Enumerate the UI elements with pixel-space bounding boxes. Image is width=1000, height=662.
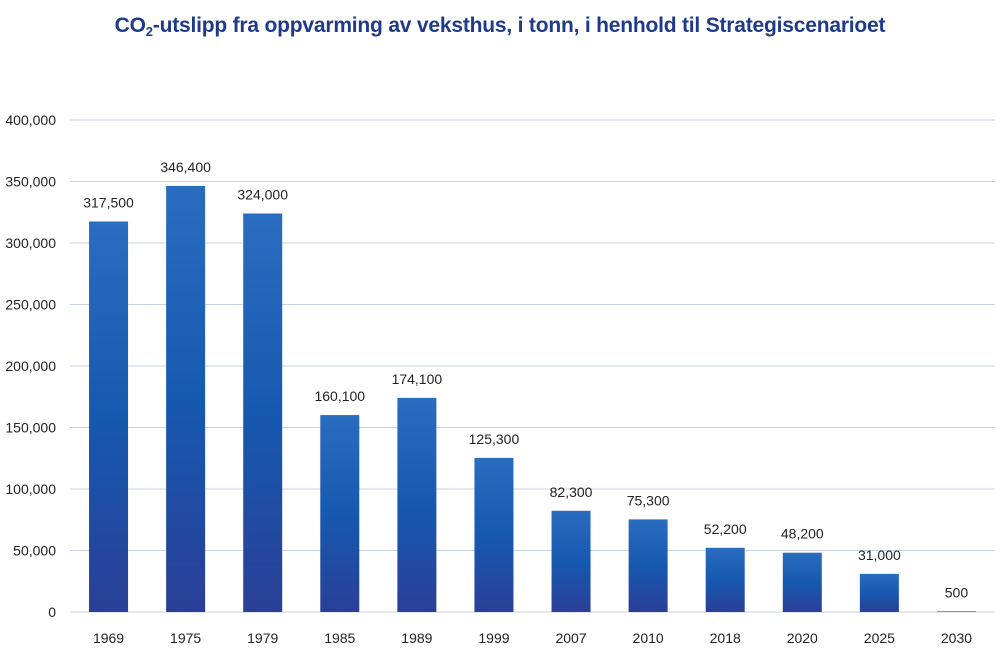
y-axis-tick-labels: 0 50,000 100,000 150,000 200,000 250,000 300,0… (5, 112, 56, 620)
data-label-1989: 174,100 (392, 371, 443, 387)
y-tick-label: 200,000 (5, 358, 56, 374)
x-tick-label-2018: 2018 (710, 630, 741, 646)
bar-2025 (859, 573, 899, 612)
data-label-2007: 82,300 (550, 484, 593, 500)
x-tick-label-1989: 1989 (401, 630, 432, 646)
data-labels: 317,500 346,400 324,000 160,100 174,100 125,3… (83, 159, 968, 600)
bar-1969 (89, 221, 129, 612)
data-label-2010: 75,300 (627, 492, 670, 508)
bar-1999 (474, 457, 514, 612)
x-tick-label-1975: 1975 (170, 630, 201, 646)
data-label-1979: 324,000 (237, 186, 288, 202)
bar-1985 (320, 415, 360, 612)
bar-1975 (166, 185, 206, 613)
data-label-2025: 31,000 (858, 547, 901, 563)
bar-2010 (628, 519, 668, 612)
chart-title-suffix: -utslipp fra oppvarming av veksthus, i t… (152, 14, 886, 37)
y-tick-label: 0 (48, 604, 56, 620)
chart-title-prefix: CO (114, 14, 146, 37)
x-tick-label-2007: 2007 (555, 630, 586, 646)
data-label-1999: 125,300 (469, 431, 520, 447)
bars (89, 185, 976, 613)
bar-2020 (782, 552, 822, 612)
y-tick-label: 150,000 (5, 420, 56, 436)
x-tick-label-2010: 2010 (633, 630, 664, 646)
data-label-1985: 160,100 (314, 388, 365, 404)
y-tick-label: 100,000 (5, 481, 56, 497)
x-tick-label-1985: 1985 (324, 630, 355, 646)
x-tick-label-2025: 2025 (864, 630, 895, 646)
data-label-1969: 317,500 (83, 194, 134, 210)
x-tick-label-2020: 2020 (787, 630, 818, 646)
x-axis-tick-labels: 1969 1975 1979 1985 1989 1999 2007 2010 2018 2020… (93, 630, 972, 646)
x-tick-label-2030: 2030 (941, 630, 972, 646)
x-tick-label-1979: 1979 (247, 630, 278, 646)
data-label-2018: 52,200 (704, 521, 747, 537)
data-label-1975: 346,400 (160, 159, 211, 175)
bar-2030 (936, 611, 976, 612)
bar-2007 (551, 510, 591, 612)
y-tick-label: 350,000 (5, 174, 56, 190)
x-tick-label-1999: 1999 (478, 630, 509, 646)
y-tick-label: 300,000 (5, 235, 56, 251)
bar-1989 (397, 397, 437, 612)
data-label-2030: 500 (945, 584, 969, 600)
bar-2018 (705, 547, 745, 612)
y-tick-label: 250,000 (5, 297, 56, 313)
chart-title-subscript: 2 (145, 24, 153, 39)
y-tick-label: 50,000 (13, 543, 56, 559)
data-label-2020: 48,200 (781, 526, 824, 542)
bar-1979 (243, 213, 283, 613)
gridlines (70, 119, 995, 613)
x-tick-label-1969: 1969 (93, 630, 124, 646)
chart-title: CO2-utslipp fra oppvarming av veksthus, … (0, 14, 1000, 39)
y-tick-label: 400,000 (5, 112, 56, 128)
